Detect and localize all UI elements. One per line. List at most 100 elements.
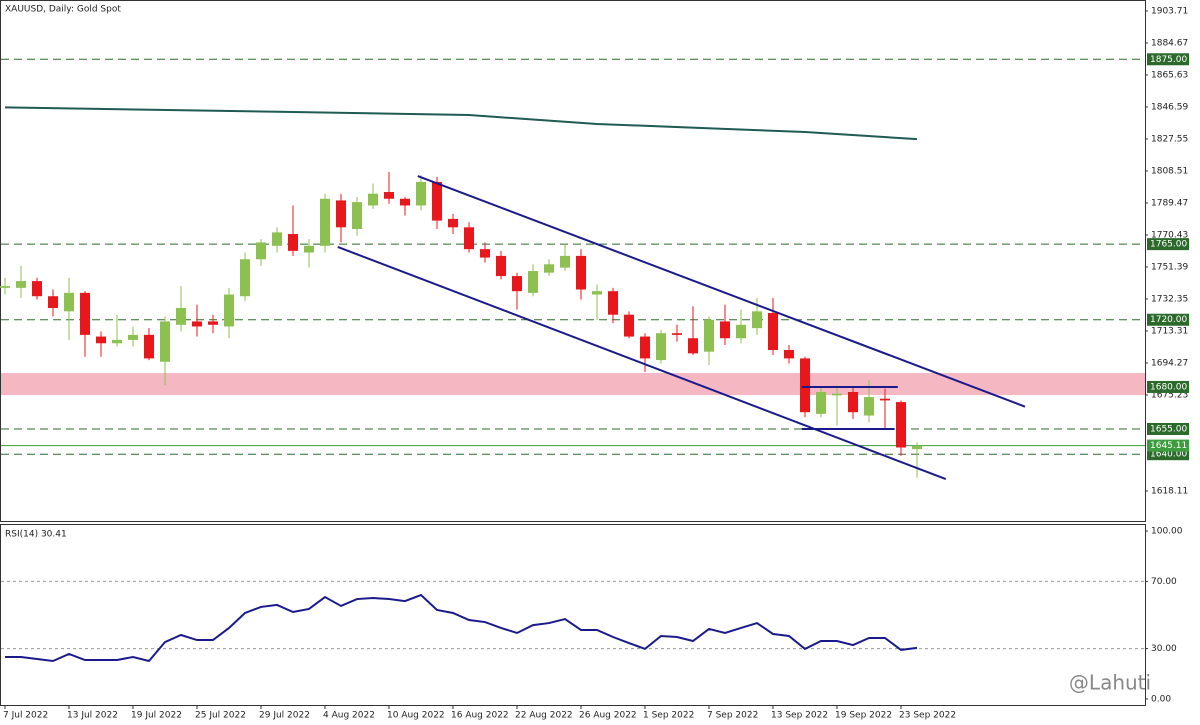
y-tick-label: 1846.59 <box>1151 103 1188 113</box>
chart-title: XAUUSD, Daily: Gold Spot <box>5 5 121 15</box>
candle-body <box>128 334 138 340</box>
candle-body <box>240 259 250 297</box>
y-tick-label: 30.00 <box>1151 644 1177 654</box>
candle-body <box>256 242 266 260</box>
y-tick-label: 1618.11 <box>1151 486 1188 496</box>
candle-body <box>624 314 634 337</box>
y-tick-label: 1713.31 <box>1151 326 1188 336</box>
y-tick-label: 1808.51 <box>1151 167 1188 177</box>
candle-body <box>400 198 410 206</box>
candle-body <box>48 296 58 308</box>
rsi-line <box>5 593 918 663</box>
x-tick-label: 26 Aug 2022 <box>579 711 637 721</box>
candle-body <box>384 192 394 199</box>
x-tick-label: 7 Sep 2022 <box>707 711 758 721</box>
candle-body <box>176 307 186 325</box>
x-tick-label: 4 Aug 2022 <box>323 711 375 721</box>
level-label-box <box>1147 380 1189 393</box>
candle-body <box>864 397 874 416</box>
candle-body <box>112 339 122 344</box>
candle-body <box>288 234 298 251</box>
zone <box>1 373 1145 396</box>
x-tick-label: 19 Jul 2022 <box>131 711 182 721</box>
x-tick-label: 7 Jul 2022 <box>3 711 48 721</box>
price-label: 1645.11 <box>1150 441 1187 451</box>
x-tick-label: 13 Jul 2022 <box>67 711 118 721</box>
y-tick-label: 1884.67 <box>1151 39 1188 49</box>
y-tick-label: 100.00 <box>1151 527 1183 537</box>
candle-body <box>368 193 378 206</box>
candle-body <box>64 292 74 312</box>
level-label: 1765.00 <box>1150 240 1187 250</box>
level-label: 1720.00 <box>1150 315 1187 325</box>
candle-body <box>432 181 442 221</box>
candle-body <box>416 181 426 206</box>
level-label-box <box>1147 422 1189 435</box>
x-tick-label: 29 Jul 2022 <box>259 711 310 721</box>
level-label: 1680.00 <box>1150 382 1187 392</box>
price-label-box <box>1147 439 1189 452</box>
candle-body <box>544 264 554 273</box>
y-tick-label: 0.00 <box>1151 694 1171 704</box>
y-tick-label: 1770.43 <box>1151 230 1188 240</box>
candle-body <box>528 271 538 293</box>
candle-body <box>208 321 218 325</box>
candle-body <box>448 218 458 228</box>
candle-body <box>880 398 890 401</box>
y-tick-label: 1865.63 <box>1151 71 1188 81</box>
x-tick-label: 22 Aug 2022 <box>515 711 573 721</box>
candle-body <box>576 255 586 290</box>
candle-body <box>304 245 314 253</box>
candle-body <box>272 232 282 246</box>
candle-body <box>672 333 682 335</box>
rsi-title: RSI(14) 30.41 <box>5 530 67 540</box>
candle-body <box>224 294 234 327</box>
candle-body <box>832 393 842 396</box>
candle-body <box>96 336 106 344</box>
trend-line <box>337 246 947 481</box>
level-label: 1875.00 <box>1150 55 1187 65</box>
x-tick-label: 23 Sep 2022 <box>899 711 956 721</box>
candle-body <box>896 402 906 448</box>
candle-body <box>32 281 42 297</box>
x-tick-label: 16 Aug 2022 <box>451 711 509 721</box>
candle-body <box>480 249 490 258</box>
candle-body <box>752 311 762 329</box>
plot-layer: 1903.71 1884.67 1865.63 1846.59 1827.55 1808.… <box>0 7 1189 721</box>
level-label: 1640.00 <box>1150 450 1187 460</box>
candle-body <box>464 227 474 250</box>
candle-body <box>688 338 698 354</box>
rsi-pane <box>0 524 1146 706</box>
y-tick-label: 1903.71 <box>1151 7 1188 17</box>
candle-body <box>768 313 778 350</box>
candle-body <box>80 292 90 335</box>
candle-body <box>800 358 810 413</box>
candle-body <box>848 392 858 413</box>
candle-body <box>144 334 154 359</box>
watermark: @Lahuti <box>1069 671 1151 695</box>
candle-body <box>0 286 10 288</box>
x-tick-label: 10 Aug 2022 <box>387 711 445 721</box>
candle-body <box>592 291 602 295</box>
y-tick-label: 1751.39 <box>1151 262 1188 272</box>
level-label: 1655.00 <box>1150 424 1187 434</box>
candle-body <box>160 321 170 362</box>
candle-body <box>784 349 794 359</box>
candle-body <box>816 392 826 414</box>
x-tick-label: 13 Sep 2022 <box>771 711 828 721</box>
x-tick-label: 19 Sep 2022 <box>835 711 892 721</box>
candle-body <box>496 255 506 277</box>
candle-body <box>320 198 330 246</box>
level-label-box <box>1147 238 1189 251</box>
candle-body <box>640 336 650 359</box>
candle-body <box>560 255 570 268</box>
level-label-box <box>1147 313 1189 326</box>
y-tick-label: 1732.35 <box>1151 294 1188 304</box>
candle-body <box>720 321 730 339</box>
x-tick-label: 25 Jul 2022 <box>195 711 246 721</box>
candle-body <box>512 276 522 292</box>
level-label-box <box>1147 53 1189 66</box>
candle-body <box>608 291 618 315</box>
